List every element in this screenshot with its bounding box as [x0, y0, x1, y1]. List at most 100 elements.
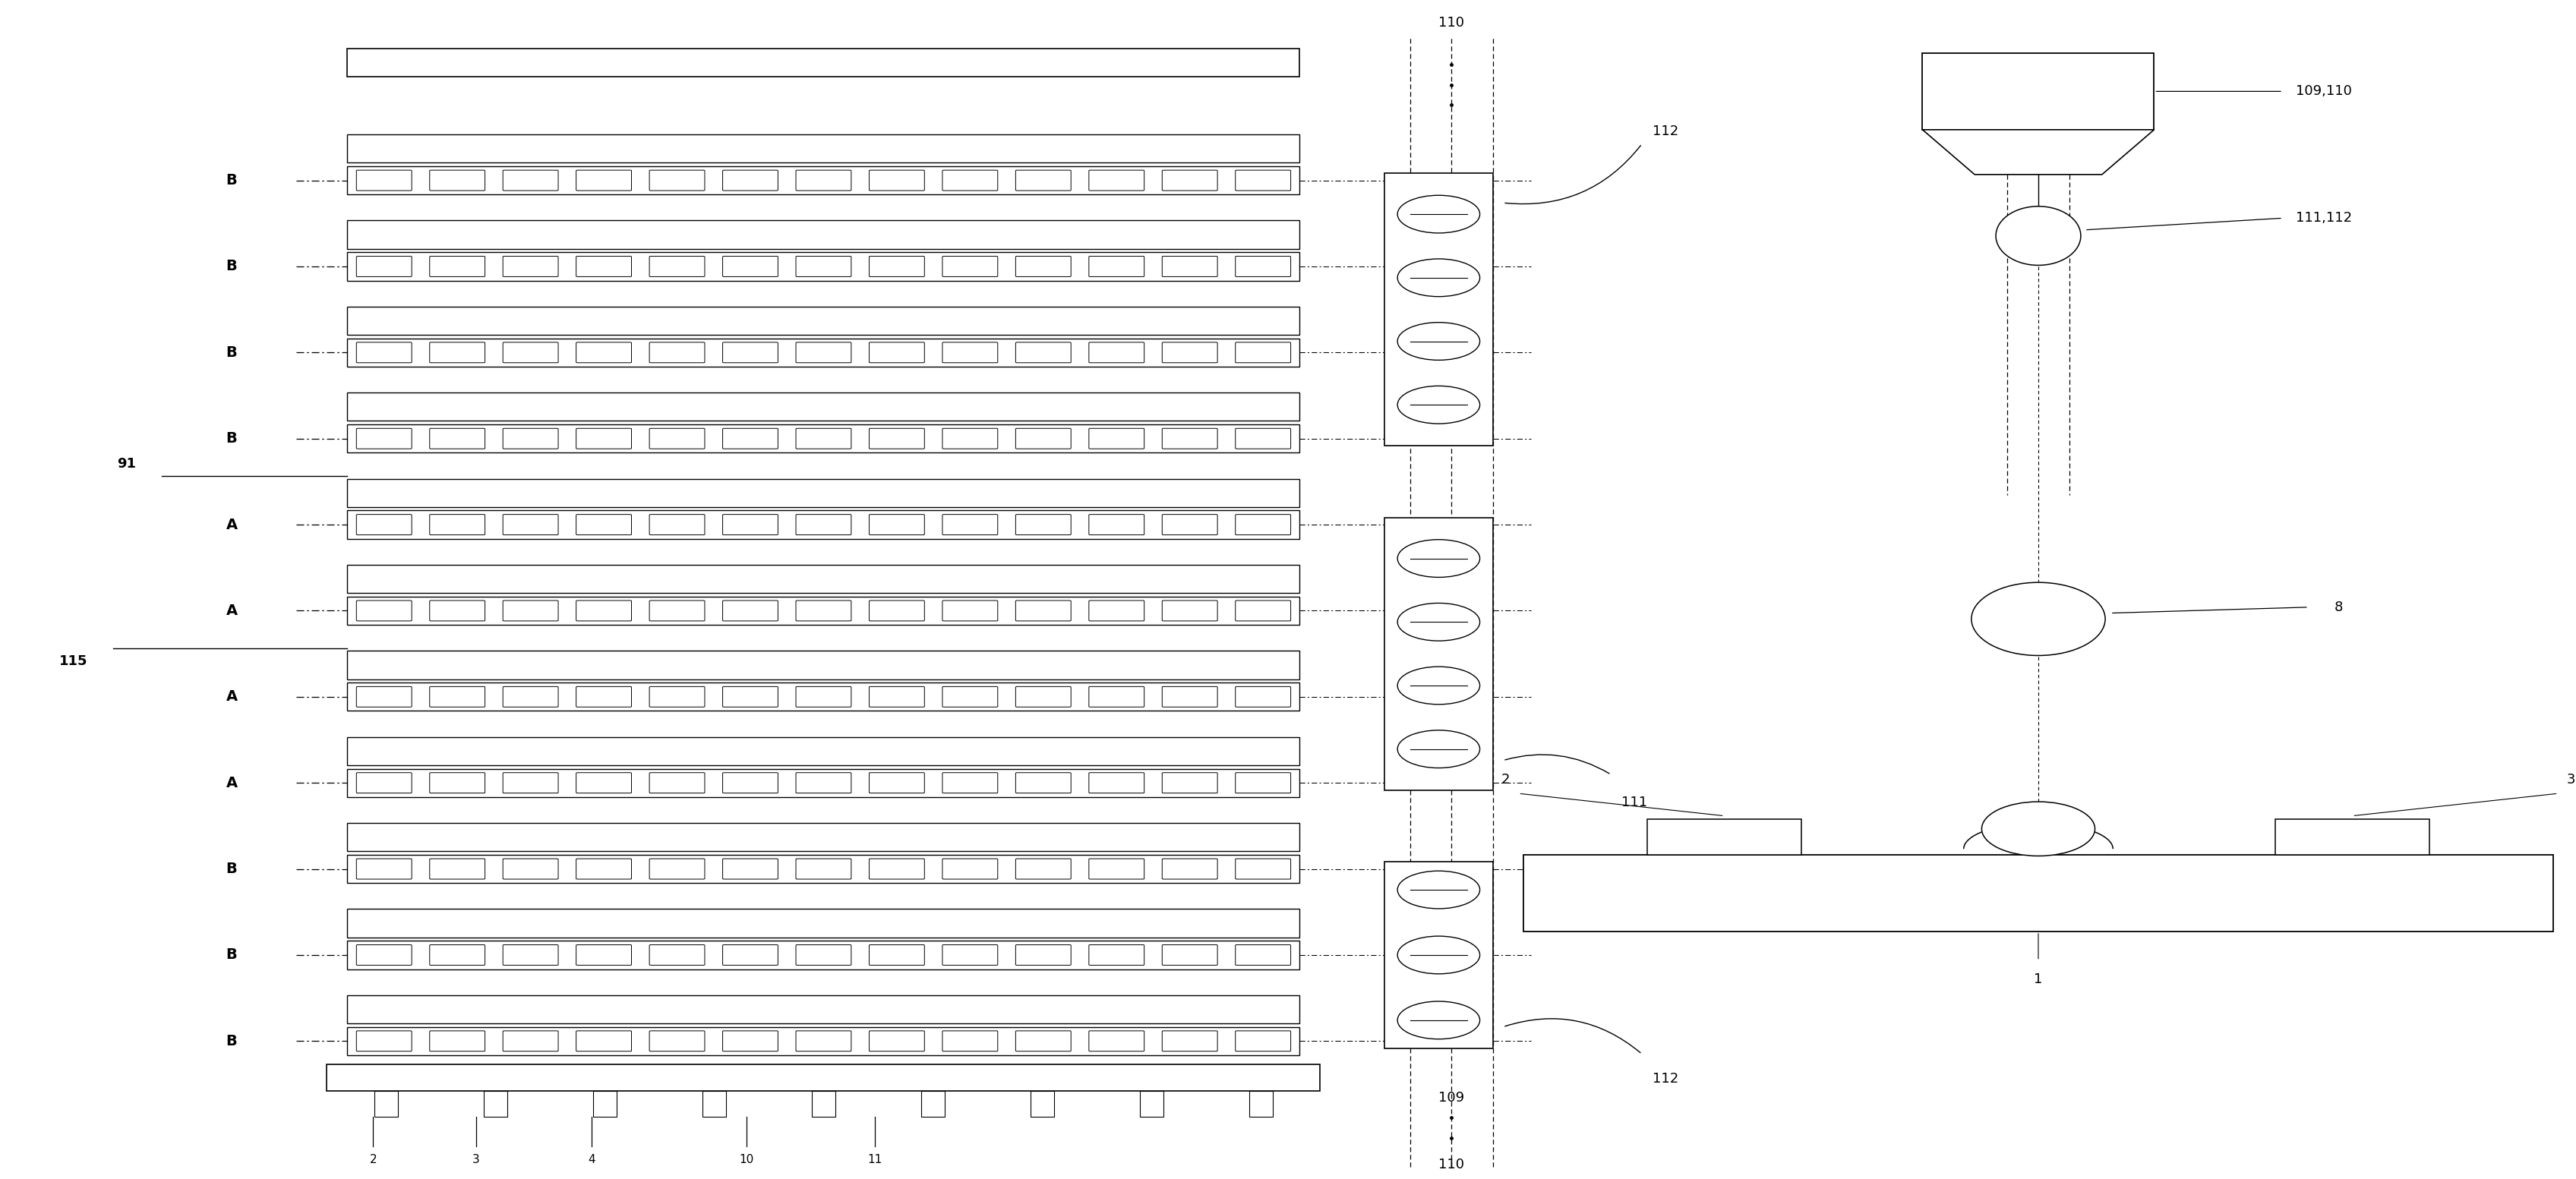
FancyBboxPatch shape: [1090, 342, 1144, 363]
FancyBboxPatch shape: [1162, 944, 1218, 966]
FancyBboxPatch shape: [868, 600, 925, 621]
FancyBboxPatch shape: [796, 170, 850, 191]
FancyBboxPatch shape: [577, 772, 631, 793]
FancyBboxPatch shape: [649, 1030, 706, 1052]
FancyBboxPatch shape: [868, 858, 925, 880]
Bar: [2275, 819, 2429, 855]
Text: B: B: [227, 432, 237, 446]
Bar: [811, 1091, 835, 1117]
FancyBboxPatch shape: [1015, 514, 1072, 535]
FancyBboxPatch shape: [649, 256, 706, 277]
FancyBboxPatch shape: [430, 256, 484, 277]
Text: 10: 10: [739, 1154, 755, 1166]
Bar: [348, 393, 1301, 421]
FancyBboxPatch shape: [1162, 686, 1218, 707]
Bar: [348, 941, 1301, 969]
FancyBboxPatch shape: [502, 514, 559, 535]
Bar: [1386, 862, 1492, 1048]
FancyBboxPatch shape: [577, 686, 631, 707]
FancyBboxPatch shape: [1090, 514, 1144, 535]
Bar: [348, 995, 1301, 1023]
FancyBboxPatch shape: [943, 772, 997, 793]
FancyBboxPatch shape: [943, 686, 997, 707]
Bar: [348, 1027, 1301, 1055]
FancyBboxPatch shape: [943, 600, 997, 621]
Bar: [1030, 1091, 1054, 1117]
Bar: [703, 1091, 726, 1117]
FancyBboxPatch shape: [1162, 858, 1218, 880]
Text: 8: 8: [2334, 600, 2344, 614]
FancyBboxPatch shape: [1090, 772, 1144, 793]
FancyBboxPatch shape: [796, 772, 850, 793]
Bar: [1249, 1091, 1273, 1117]
FancyBboxPatch shape: [430, 428, 484, 449]
FancyBboxPatch shape: [1236, 428, 1291, 449]
Text: 111,112: 111,112: [2295, 211, 2352, 225]
FancyBboxPatch shape: [355, 600, 412, 621]
Bar: [348, 823, 1301, 851]
FancyBboxPatch shape: [649, 428, 706, 449]
Bar: [1922, 53, 2154, 130]
Bar: [348, 134, 1301, 163]
FancyBboxPatch shape: [943, 1030, 997, 1052]
FancyBboxPatch shape: [1090, 944, 1144, 966]
FancyBboxPatch shape: [1015, 256, 1072, 277]
FancyBboxPatch shape: [796, 600, 850, 621]
FancyBboxPatch shape: [1162, 170, 1218, 191]
FancyBboxPatch shape: [868, 944, 925, 966]
FancyBboxPatch shape: [1090, 256, 1144, 277]
FancyBboxPatch shape: [1162, 342, 1218, 363]
FancyBboxPatch shape: [868, 170, 925, 191]
FancyBboxPatch shape: [430, 600, 484, 621]
Bar: [327, 1065, 1321, 1091]
FancyBboxPatch shape: [1162, 1030, 1218, 1052]
FancyBboxPatch shape: [1015, 170, 1072, 191]
FancyBboxPatch shape: [1236, 1030, 1291, 1052]
FancyBboxPatch shape: [502, 600, 559, 621]
FancyBboxPatch shape: [1090, 686, 1144, 707]
FancyBboxPatch shape: [1236, 944, 1291, 966]
Text: 110: 110: [1437, 15, 1463, 29]
Text: 112: 112: [1651, 124, 1680, 138]
Bar: [348, 479, 1301, 507]
FancyBboxPatch shape: [577, 514, 631, 535]
FancyBboxPatch shape: [577, 428, 631, 449]
FancyBboxPatch shape: [1236, 772, 1291, 793]
Bar: [348, 855, 1301, 883]
FancyBboxPatch shape: [355, 1030, 412, 1052]
FancyBboxPatch shape: [796, 858, 850, 880]
FancyBboxPatch shape: [502, 342, 559, 363]
Bar: [348, 909, 1301, 937]
FancyBboxPatch shape: [577, 342, 631, 363]
FancyBboxPatch shape: [868, 514, 925, 535]
FancyBboxPatch shape: [1236, 170, 1291, 191]
Bar: [1386, 518, 1492, 790]
FancyBboxPatch shape: [1162, 428, 1218, 449]
FancyBboxPatch shape: [430, 772, 484, 793]
Text: A: A: [227, 518, 237, 532]
Text: A: A: [227, 604, 237, 618]
FancyBboxPatch shape: [1236, 256, 1291, 277]
FancyBboxPatch shape: [355, 944, 412, 966]
Bar: [348, 166, 1301, 195]
FancyBboxPatch shape: [796, 1030, 850, 1052]
FancyBboxPatch shape: [577, 170, 631, 191]
FancyBboxPatch shape: [943, 170, 997, 191]
FancyBboxPatch shape: [649, 600, 706, 621]
FancyBboxPatch shape: [1236, 514, 1291, 535]
FancyBboxPatch shape: [1015, 342, 1072, 363]
FancyBboxPatch shape: [868, 772, 925, 793]
Text: B: B: [227, 948, 237, 962]
Text: 109: 109: [1437, 1091, 1466, 1105]
FancyBboxPatch shape: [1015, 858, 1072, 880]
Bar: [1646, 819, 1801, 855]
Text: A: A: [227, 690, 237, 704]
FancyBboxPatch shape: [1090, 170, 1144, 191]
Bar: [1141, 1091, 1164, 1117]
FancyBboxPatch shape: [577, 1030, 631, 1052]
FancyBboxPatch shape: [868, 256, 925, 277]
FancyBboxPatch shape: [355, 772, 412, 793]
Text: 2: 2: [1502, 772, 1510, 786]
FancyBboxPatch shape: [649, 170, 706, 191]
FancyBboxPatch shape: [430, 342, 484, 363]
